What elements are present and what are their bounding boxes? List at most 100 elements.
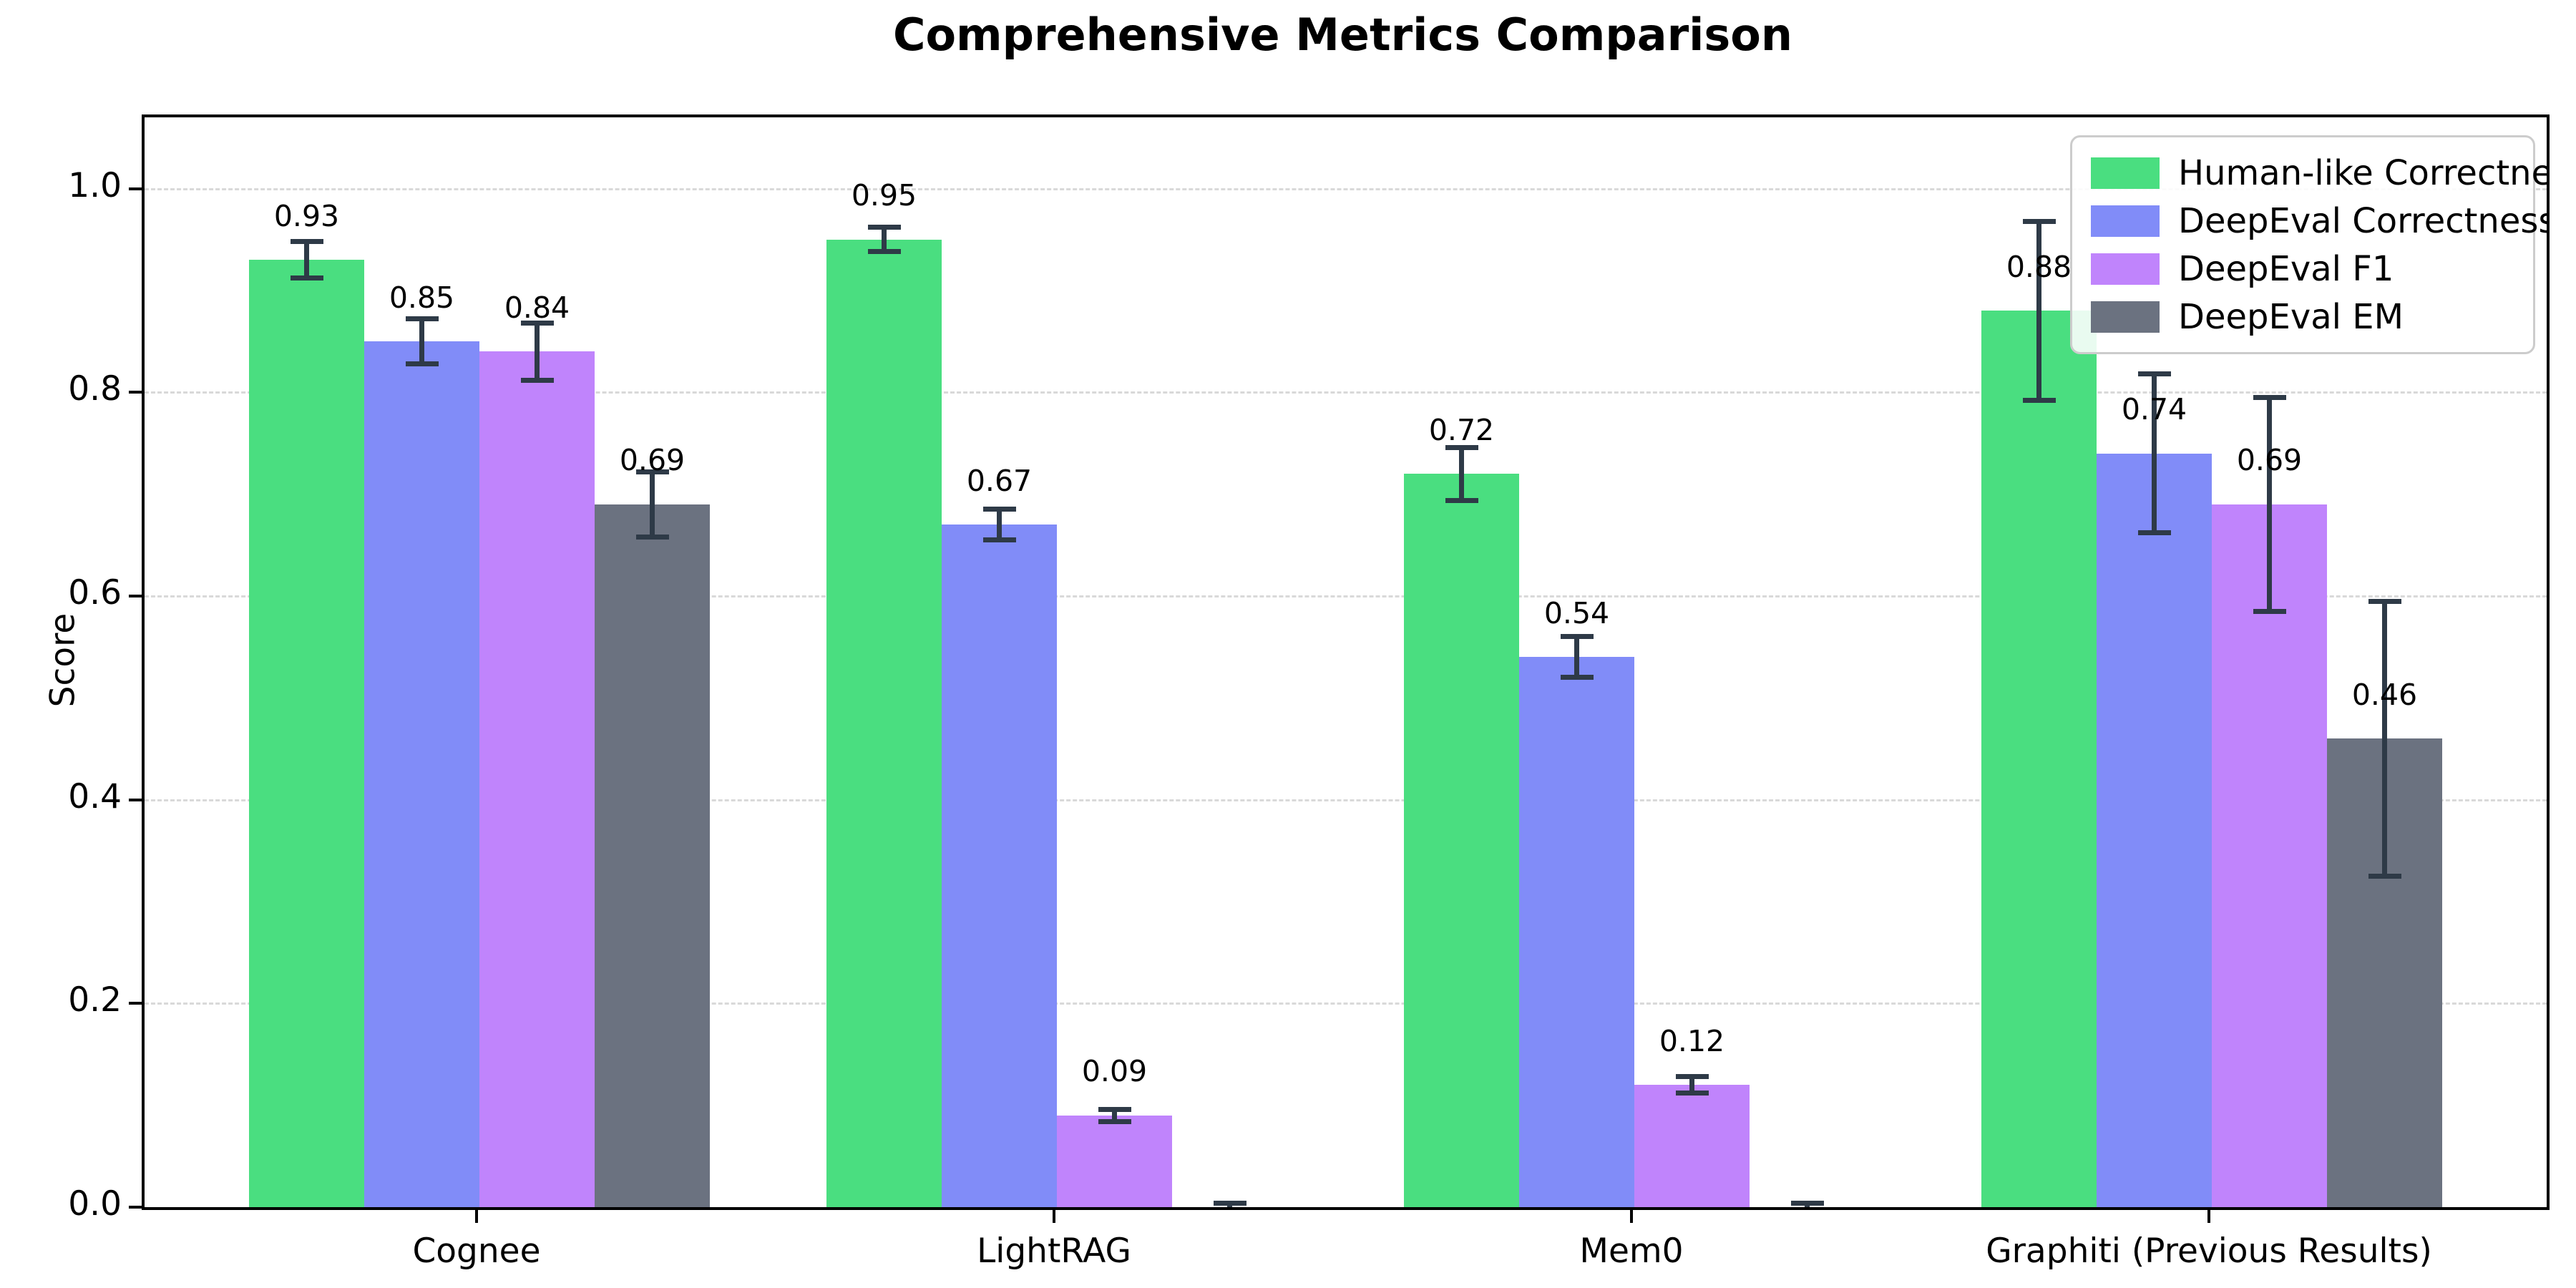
error-bar	[997, 509, 1002, 540]
error-bar-cap	[635, 534, 669, 540]
error-bar	[1459, 447, 1464, 501]
legend-label: Human-like Correctness	[2178, 152, 2550, 193]
x-tick-mark	[475, 1210, 478, 1223]
error-bar-cap	[635, 469, 669, 474]
error-bar-cap	[1445, 497, 1478, 503]
error-bar-cap	[1675, 1074, 1709, 1080]
x-tick-mark	[2207, 1210, 2210, 1223]
legend-item: Human-like Correctness	[2072, 149, 2547, 197]
bar	[1634, 1085, 1750, 1207]
error-bar	[2036, 221, 2041, 401]
error-bar-cap	[1675, 1091, 1709, 1096]
bar	[2212, 504, 2327, 1207]
gridline	[145, 1002, 2547, 1005]
bar	[479, 351, 595, 1207]
bar-value-label: 0.84	[504, 290, 570, 325]
error-bar-cap	[1214, 1209, 1246, 1210]
y-tick-mark	[129, 1002, 142, 1005]
bar-value-label: 0.69	[2236, 443, 2303, 478]
error-bar-cap	[2253, 394, 2286, 400]
error-bar-cap	[405, 361, 439, 366]
y-tick-label: 0.4	[68, 776, 122, 816]
error-bar	[304, 241, 309, 278]
error-bar-cap	[2137, 530, 2171, 536]
error-bar-cap	[2022, 218, 2056, 224]
bar	[942, 525, 1057, 1207]
bar-value-label: 0.46	[2351, 677, 2418, 712]
error-bar	[1689, 1076, 1694, 1093]
y-tick-label: 0.0	[68, 1184, 122, 1224]
bar-value-label: 0.72	[1428, 412, 1495, 447]
error-bar-cap	[405, 316, 439, 322]
bar-value-label: 0.69	[619, 443, 686, 478]
legend-item: DeepEval Correctness	[2072, 197, 2547, 245]
error-bar-cap	[1790, 1200, 1824, 1206]
bar-value-label: 0.74	[2121, 392, 2187, 427]
legend-swatch	[2091, 301, 2160, 333]
error-bar-cap	[520, 377, 554, 383]
bar-value-label: 0.85	[389, 280, 455, 315]
error-bar-cap	[1560, 634, 1594, 640]
y-tick-label: 1.0	[68, 165, 122, 205]
gridline	[145, 595, 2547, 597]
y-tick-mark	[129, 594, 142, 597]
bar-value-label: 0.54	[1543, 595, 1610, 630]
legend: Human-like Correctness DeepEval Correctne…	[2070, 135, 2547, 354]
bar	[1404, 474, 1519, 1207]
error-bar-cap	[982, 537, 1016, 543]
plot-area: 0.93 0.85 0.84 0.69 0.95 0.67 0.09 0.72 0.54 0.12…	[142, 114, 2550, 1210]
error-bar-cap	[867, 225, 901, 230]
x-tick-mark	[1053, 1210, 1055, 1223]
error-bar-cap	[1445, 444, 1478, 450]
bar	[364, 341, 479, 1207]
error-bar-cap	[1213, 1200, 1246, 1206]
error-bar	[1574, 636, 1579, 678]
bar	[2097, 453, 2212, 1207]
legend-swatch	[2091, 157, 2160, 189]
legend-label: DeepEval EM	[2178, 296, 2404, 337]
y-tick-mark	[129, 187, 142, 190]
error-bar-cap	[2137, 371, 2171, 377]
error-bar	[2152, 374, 2157, 533]
error-bar-cap	[982, 507, 1016, 512]
error-bar	[2382, 601, 2387, 877]
bar-value-label: 0.88	[2006, 249, 2072, 284]
error-bar	[650, 472, 655, 537]
error-bar-cap	[2022, 398, 2056, 404]
y-tick-label: 0.6	[68, 572, 122, 613]
y-tick-mark	[129, 1206, 142, 1209]
bar	[595, 504, 710, 1207]
bar-value-label: 0.95	[851, 178, 917, 213]
error-bar-cap	[520, 321, 554, 326]
bar-value-label: 0.67	[966, 463, 1033, 498]
error-bar-cap	[2368, 873, 2401, 879]
error-bar	[419, 318, 424, 364]
bar-value-label: 0.12	[1659, 1023, 1725, 1058]
legend-item: DeepEval EM	[2072, 293, 2533, 341]
error-bar-cap	[867, 249, 901, 255]
bar-value-label: 0.93	[273, 198, 340, 233]
bar	[1981, 311, 2097, 1207]
chart-title: Comprehensive Metrics Comparison	[892, 9, 1793, 61]
error-bar	[1112, 1109, 1117, 1122]
legend-label: DeepEval F1	[2178, 248, 2394, 289]
error-bar-cap	[2253, 608, 2286, 614]
y-tick-label: 0.8	[68, 369, 122, 409]
error-bar-cap	[290, 239, 323, 245]
gridline	[145, 391, 2547, 394]
y-tick-mark	[129, 798, 142, 801]
legend-swatch	[2091, 253, 2160, 285]
x-tick-label: Cognee	[412, 1231, 541, 1271]
error-bar-cap	[290, 275, 323, 281]
legend-item: DeepEval F1	[2072, 245, 2533, 293]
y-tick-label: 0.2	[68, 980, 122, 1020]
error-bar	[882, 227, 887, 252]
bar	[1057, 1115, 1172, 1207]
x-tick-label: LightRAG	[977, 1231, 1131, 1271]
error-bar-cap	[2368, 598, 2401, 604]
bar	[826, 239, 942, 1207]
gridline	[145, 187, 2547, 190]
error-bar	[2267, 397, 2272, 612]
error-bar-cap	[1791, 1209, 1824, 1210]
